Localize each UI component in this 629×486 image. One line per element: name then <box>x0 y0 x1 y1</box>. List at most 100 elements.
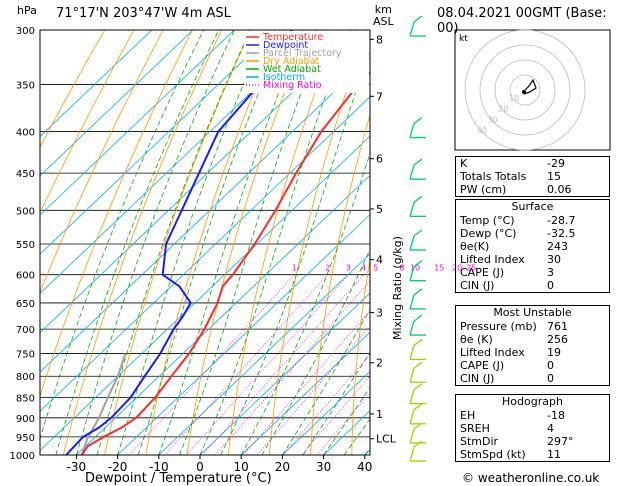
dry-adiabat <box>351 257 370 455</box>
surface-label: θe(K) <box>460 240 490 253</box>
legend-entry: Dewpoint <box>263 40 308 51</box>
isotherm <box>40 30 194 177</box>
unstable-value: 0 <box>547 359 554 372</box>
x-tick-label: -20 <box>108 460 128 474</box>
surface-row: Temp (°C) -28.7 <box>456 214 609 227</box>
unstable-row: CAPE (J) 0 <box>456 359 609 372</box>
isotherm <box>158 253 370 455</box>
pressure-tick-label: 400 <box>16 128 35 139</box>
temperature-line <box>80 71 370 455</box>
storm-motion-marker <box>522 90 526 94</box>
wind-barb-feather <box>413 383 423 391</box>
surface-header: Surface <box>511 200 554 213</box>
isotherm <box>40 96 370 412</box>
dry-adiabat <box>616 30 629 455</box>
wind-barb <box>409 368 415 383</box>
dry-adiabat <box>145 30 281 455</box>
legend-entry: Mixing Ratio <box>263 80 322 91</box>
height-unit-label: km ASL <box>373 3 394 28</box>
dry-adiabat <box>40 30 164 294</box>
isotherm <box>240 331 370 455</box>
dry-adiabat <box>40 30 135 214</box>
wind-barb-feather <box>413 288 423 296</box>
wind-barb <box>409 21 415 37</box>
legend-box <box>244 31 369 93</box>
unstable-value: 256 <box>547 333 568 346</box>
km-tick-label: 2 <box>376 357 383 370</box>
surface-value: -28.7 <box>547 214 576 227</box>
wet-adiabat <box>282 308 370 455</box>
parcel-trajectory-line <box>80 353 127 455</box>
wet-adiabat <box>117 30 268 455</box>
isotherm <box>40 135 370 451</box>
pressure-unit-label: hPa <box>17 4 37 17</box>
mixing-ratio-label: 20 <box>452 264 462 273</box>
isotherm <box>282 371 370 455</box>
index-value: -29 <box>547 157 565 170</box>
hodo-label: StmSpd (kt) <box>460 448 526 461</box>
x-tick-label: -10 <box>149 460 169 474</box>
wet-adiabat <box>261 248 370 455</box>
hodograph-ring-label: 20 <box>498 105 508 114</box>
index-label: Totals Totals <box>460 170 527 183</box>
hodo-label: SREH <box>460 422 490 435</box>
wind-barb <box>409 164 415 180</box>
pressure-tick-label: 550 <box>16 240 35 251</box>
wind-barb-feather <box>413 229 423 237</box>
unstable-row: θe (K) 256 <box>456 333 609 346</box>
wind-barb <box>409 320 415 336</box>
mixing-ratio-line <box>316 392 370 455</box>
dry-adiabat <box>40 30 193 398</box>
km-tick-label: 1 <box>376 408 383 421</box>
wet-adiabat <box>55 30 220 455</box>
km-tick-label: 7 <box>376 90 383 103</box>
wind-barb-feather <box>413 422 423 430</box>
hodograph-ring-label: 30 <box>488 115 498 124</box>
wind-barb <box>409 345 415 360</box>
indices-table: K -29 Totals Totals 15 PW (cm) 0.06 <box>455 156 610 197</box>
most-unstable-header: Most Unstable <box>493 306 572 319</box>
wet-adiabat <box>137 30 286 455</box>
legend-entry: Temperature <box>262 32 323 43</box>
mixing-ratio-label: 4 <box>361 264 366 273</box>
hodograph-ring <box>479 44 571 136</box>
mixing-ratio-line <box>282 353 370 455</box>
dry-adiabat <box>227 30 339 455</box>
pressure-tick-label: 450 <box>16 169 35 180</box>
mixing-ratio-label: 5 <box>373 264 378 273</box>
isotherm <box>40 30 276 255</box>
dry-adiabat <box>269 30 368 455</box>
hodograph-ring <box>464 29 586 151</box>
wet-adiabat <box>220 49 370 455</box>
km-tick-label: 5 <box>376 203 383 216</box>
hodograph-header: Hodograph <box>502 395 563 408</box>
dry-adiabat <box>40 30 106 148</box>
surface-row: Dewp (°C) -32.5 <box>456 227 609 240</box>
mixing-ratio-label: 25 <box>466 264 476 273</box>
unstable-label: Pressure (mb) <box>460 320 537 333</box>
pressure-tick-label: 750 <box>16 349 35 360</box>
pressure-tick-label: 900 <box>16 414 35 425</box>
isotherm <box>40 30 359 334</box>
surface-row: CAPE (J) 3 <box>456 266 609 279</box>
index-label: PW (cm) <box>460 183 507 196</box>
unstable-label: Lifted Index <box>460 346 525 359</box>
hodo-value: 297° <box>547 435 574 448</box>
km-tick-label: LCL <box>376 433 397 446</box>
x-tick-label: 30 <box>316 460 331 474</box>
location-title: 71°17'N 203°47'W 4m ASL <box>56 6 231 21</box>
surface-label: Dewp (°C) <box>460 227 517 240</box>
unstable-value: 761 <box>547 320 568 333</box>
surface-label: Lifted Index <box>460 253 525 266</box>
mixing-ratio-line <box>202 274 364 455</box>
x-axis-label: Dewpoint / Temperature (°C) <box>85 471 272 486</box>
hodo-label: EH <box>460 409 476 422</box>
mixing-ratio-line <box>215 280 370 455</box>
unstable-label: θe (K) <box>460 333 493 346</box>
unstable-label: CIN (J) <box>460 372 495 385</box>
hodograph-ring-label: 40 <box>477 126 487 135</box>
wet-adiabat <box>302 351 370 455</box>
pressure-tick-label: 1000 <box>10 451 35 462</box>
copyright: © weatheronline.co.uk <box>462 471 600 485</box>
